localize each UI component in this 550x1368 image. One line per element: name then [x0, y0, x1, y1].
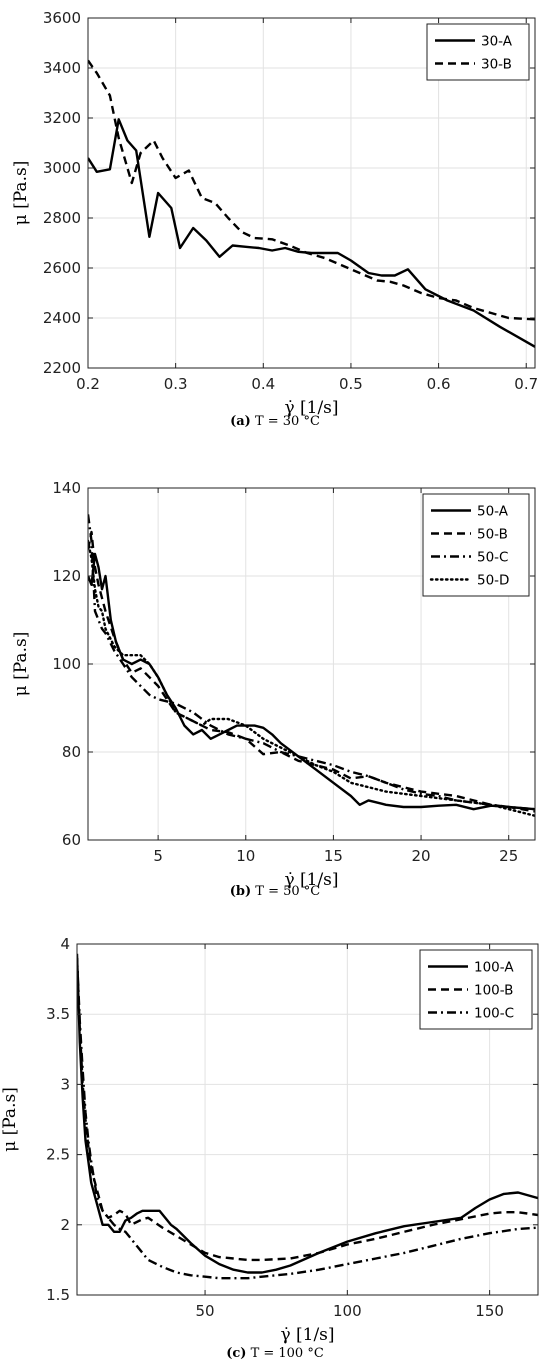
x-tick-label: 5	[153, 847, 163, 865]
x-tick-label: 0.6	[427, 375, 451, 393]
y-tick-label: 120	[52, 567, 81, 585]
caption-b-label: (b)	[229, 884, 252, 899]
y-tick-label: 100	[52, 655, 81, 673]
caption-c-text: T = 100 °C	[250, 1346, 324, 1361]
legend-label-50-C: 50-C	[477, 550, 508, 566]
x-axis-label: γ̇ [1/s]	[280, 1325, 334, 1345]
x-tick-label: 20	[412, 847, 431, 865]
y-tick-label: 140	[52, 479, 81, 497]
series-line-100-A	[77, 953, 538, 1274]
x-tick-label: 0.7	[514, 375, 538, 393]
series-line-100-B	[77, 957, 538, 1262]
legend-label-50-D: 50-D	[477, 573, 509, 589]
series-line-100-C	[77, 957, 538, 1280]
x-tick-label: 50	[196, 1302, 215, 1320]
y-tick-label: 3000	[43, 159, 81, 177]
chart-panel-a: 0.2 0.3 0.4 0.5 0.6 0.7 2200 2400 2600 2800 3000 32…	[0, 0, 550, 440]
caption-b: (b) T = 50 °C	[0, 884, 550, 899]
x-tick-label: 0.5	[339, 375, 363, 393]
axes-frame	[76, 943, 539, 1296]
caption-c: (c) T = 100 °C	[0, 1346, 550, 1361]
x-tick-label: 150	[475, 1302, 504, 1320]
series-line-30-A	[88, 118, 535, 348]
series-line-50-A	[88, 552, 535, 811]
series-line-30-B	[88, 59, 535, 321]
x-tick-label: 0.2	[76, 375, 100, 393]
y-tick-label: 2400	[43, 309, 81, 327]
x-tick-label: 25	[499, 847, 518, 865]
x-axis-label: γ̇ [1/s]	[284, 870, 338, 890]
y-tick-label: 60	[62, 831, 81, 849]
caption-c-label: (c)	[226, 1346, 247, 1361]
y-tick-label: 1.5	[46, 1286, 70, 1304]
legend-label-100-A: 100-A	[474, 960, 514, 976]
x-axis-label: γ̇ [1/s]	[284, 398, 338, 418]
legend-box	[426, 23, 530, 81]
caption-a-label: (a)	[230, 414, 251, 429]
caption-a: (a) T = 30 °C	[0, 414, 550, 429]
y-axis-label: μ [Pa.s]	[0, 1087, 20, 1152]
series-line-50-D	[88, 539, 535, 817]
series-line-50-B	[88, 530, 535, 813]
y-axis-label: μ [Pa.s]	[11, 161, 31, 226]
x-tick-label: 0.4	[251, 375, 275, 393]
caption-a-text: T = 30 °C	[254, 414, 320, 429]
x-tick-label: 0.3	[164, 375, 188, 393]
y-tick-label: 3200	[43, 109, 81, 127]
y-tick-label: 80	[62, 743, 81, 761]
chart-a-svg: 0.2 0.3 0.4 0.5 0.6 0.7 2200 2400 2600 2800 3000 32…	[11, 9, 538, 418]
y-tick-label: 2200	[43, 359, 81, 377]
axes-frame	[87, 17, 536, 369]
y-tick-label: 3600	[43, 9, 81, 27]
chart-panel-b: 5 10 15 20 25 60 80 100 120 140 γ̇ [1/s] μ [Pa.s] 50…	[0, 479, 550, 899]
y-tick-label: 3400	[43, 59, 81, 77]
y-tick-label: 2600	[43, 259, 81, 277]
x-tick-label: 100	[333, 1302, 362, 1320]
y-tick-label: 3.5	[46, 1005, 70, 1023]
caption-b-text: T = 50 °C	[255, 884, 321, 899]
legend-box	[419, 949, 533, 1030]
x-tick-label: 15	[324, 847, 343, 865]
y-tick-label: 4	[60, 935, 70, 953]
chart-b-svg: 5 10 15 20 25 60 80 100 120 140 γ̇ [1/s] μ [Pa.s] 50…	[11, 479, 536, 890]
y-axis-label: μ [Pa.s]	[11, 632, 31, 697]
legend-label-50-B: 50-B	[477, 527, 508, 543]
series-line-50-C	[88, 514, 535, 811]
y-tick-label: 2800	[43, 209, 81, 227]
legend-label-100-B: 100-B	[474, 983, 513, 999]
legend-label-30-A: 30-A	[481, 34, 513, 50]
x-tick-label: 10	[236, 847, 255, 865]
legend-label-100-C: 100-C	[474, 1006, 514, 1022]
legend-label-50-A: 50-A	[477, 504, 509, 520]
y-tick-label: 2.5	[46, 1146, 70, 1164]
y-tick-label: 3	[60, 1075, 70, 1093]
y-tick-label: 2	[60, 1216, 70, 1234]
legend-label-30-B: 30-B	[481, 57, 512, 73]
